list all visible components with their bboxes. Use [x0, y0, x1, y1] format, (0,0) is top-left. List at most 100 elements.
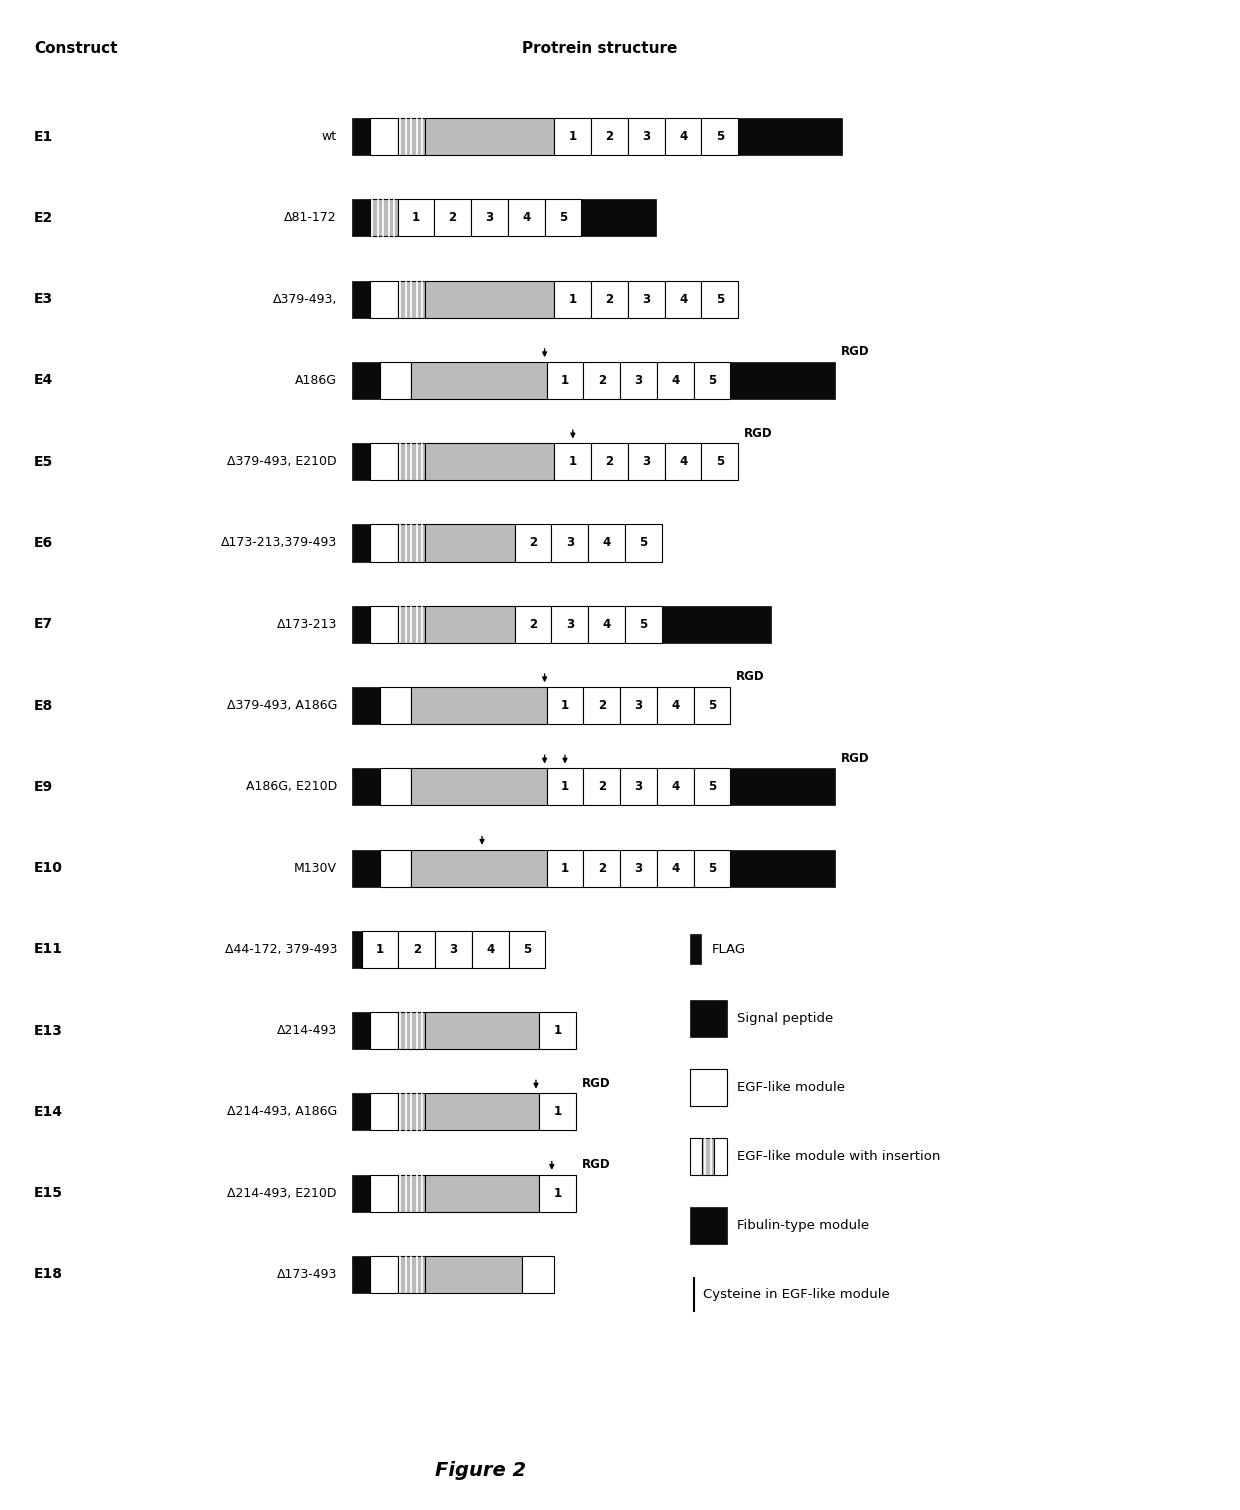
Bar — [657, 362, 693, 399]
Text: Δ379-493,: Δ379-493, — [273, 293, 337, 305]
Text: Construct: Construct — [33, 41, 118, 56]
Text: 3: 3 — [635, 699, 642, 713]
Text: Δ379-493, E210D: Δ379-493, E210D — [227, 455, 337, 468]
Bar — [591, 118, 627, 156]
Bar — [362, 930, 398, 968]
Bar — [508, 930, 546, 968]
Bar — [591, 442, 627, 480]
Bar — [522, 1256, 554, 1293]
Text: 3: 3 — [565, 536, 574, 550]
Bar — [370, 1012, 398, 1049]
Bar — [381, 850, 410, 886]
Text: 3: 3 — [485, 211, 494, 225]
Text: E1: E1 — [33, 130, 53, 143]
Text: 3: 3 — [635, 781, 642, 793]
Bar — [471, 199, 507, 237]
Bar — [689, 1206, 728, 1244]
Bar — [583, 687, 620, 725]
Bar — [370, 1256, 398, 1293]
Bar — [544, 199, 582, 237]
Text: 4: 4 — [680, 130, 687, 143]
Bar — [625, 606, 662, 643]
Bar — [398, 1012, 425, 1049]
Text: A186G, E210D: A186G, E210D — [246, 781, 337, 793]
Bar — [689, 1139, 702, 1175]
Bar — [539, 1012, 575, 1049]
Bar — [425, 606, 515, 643]
Bar — [435, 930, 472, 968]
Bar — [352, 199, 370, 237]
Text: 3: 3 — [635, 862, 642, 874]
Text: E6: E6 — [33, 536, 53, 550]
Text: RGD: RGD — [841, 346, 869, 358]
Text: Δ173-493: Δ173-493 — [277, 1268, 337, 1280]
Text: E8: E8 — [33, 699, 53, 713]
Bar — [583, 769, 620, 805]
Text: 2: 2 — [605, 293, 614, 305]
Bar — [665, 442, 702, 480]
Text: Signal peptide: Signal peptide — [738, 1012, 833, 1025]
Bar — [410, 850, 547, 886]
Text: Δ379-493, A186G: Δ379-493, A186G — [227, 699, 337, 713]
Bar — [352, 524, 370, 562]
Bar — [370, 281, 398, 317]
Bar — [370, 442, 398, 480]
Bar — [539, 1175, 575, 1211]
Bar — [714, 1139, 728, 1175]
Text: 2: 2 — [598, 862, 606, 874]
Bar — [539, 1093, 575, 1131]
Bar — [370, 1175, 398, 1211]
Text: 5: 5 — [708, 374, 717, 387]
Text: 1: 1 — [560, 862, 569, 874]
Text: 3: 3 — [449, 942, 458, 956]
Text: 4: 4 — [671, 862, 680, 874]
Bar — [410, 362, 547, 399]
Text: 3: 3 — [565, 618, 574, 631]
Text: 1: 1 — [569, 293, 577, 305]
Text: 2: 2 — [598, 699, 606, 713]
Bar — [398, 281, 425, 317]
Bar — [689, 1069, 728, 1105]
Bar — [515, 524, 552, 562]
Text: 2: 2 — [598, 781, 606, 793]
Bar — [665, 118, 702, 156]
Bar — [547, 362, 583, 399]
Text: 5: 5 — [715, 130, 724, 143]
Bar — [398, 1256, 425, 1293]
Text: Δ173-213,379-493: Δ173-213,379-493 — [221, 536, 337, 550]
Text: 1: 1 — [412, 211, 420, 225]
Text: Cysteine in EGF-like module: Cysteine in EGF-like module — [703, 1288, 890, 1302]
Bar — [582, 199, 656, 237]
Text: EGF-like module with insertion: EGF-like module with insertion — [738, 1151, 941, 1163]
Bar — [583, 850, 620, 886]
Text: wt: wt — [322, 130, 337, 143]
Text: 5: 5 — [639, 618, 647, 631]
Text: E7: E7 — [33, 618, 53, 631]
Bar — [398, 1175, 425, 1211]
Bar — [588, 606, 625, 643]
Text: 1: 1 — [376, 942, 384, 956]
Text: 4: 4 — [671, 699, 680, 713]
Text: 1: 1 — [569, 455, 577, 468]
Text: RGD: RGD — [582, 1077, 610, 1090]
Text: Δ214-493: Δ214-493 — [277, 1024, 337, 1037]
Bar — [730, 362, 835, 399]
Text: 1: 1 — [553, 1024, 562, 1037]
Text: EGF-like module: EGF-like module — [738, 1081, 846, 1093]
Bar — [730, 769, 835, 805]
Bar — [398, 442, 425, 480]
Bar — [620, 769, 657, 805]
Bar — [352, 606, 370, 643]
Text: 1: 1 — [560, 699, 569, 713]
Bar — [627, 442, 665, 480]
Bar — [425, 1175, 539, 1211]
Bar — [398, 524, 425, 562]
Text: 5: 5 — [559, 211, 567, 225]
Text: 1: 1 — [553, 1105, 562, 1119]
Text: RGD: RGD — [841, 752, 869, 764]
Bar — [627, 118, 665, 156]
Bar — [547, 687, 583, 725]
Bar — [398, 606, 425, 643]
Bar — [552, 524, 588, 562]
Text: 4: 4 — [671, 781, 680, 793]
